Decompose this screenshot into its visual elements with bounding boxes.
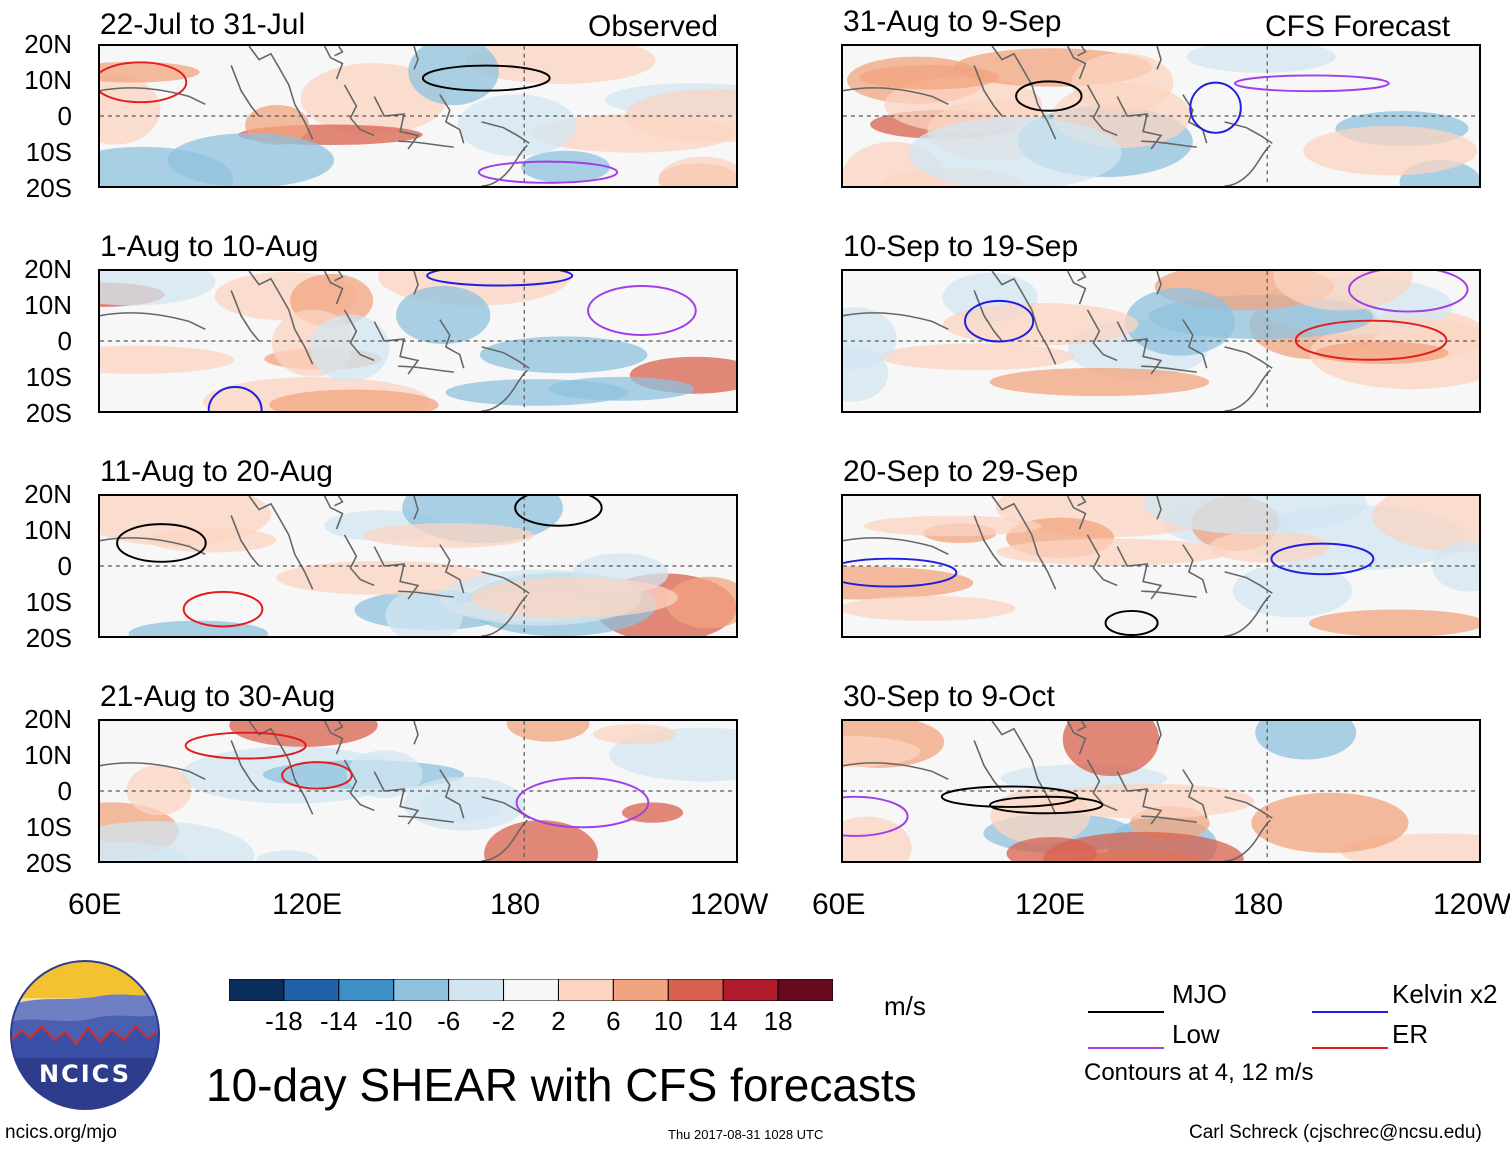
lon-tick-180-right: 180 (1233, 888, 1284, 921)
credit[interactable]: Carl Schreck (cjschrec@ncsu.edu) (1189, 1122, 1482, 1143)
panel-title-obs-3: 11-Aug to 20-Aug (100, 455, 333, 488)
colorbar-bin (722, 978, 779, 1002)
observed-map-4 (98, 719, 738, 863)
colorbar-bin (557, 978, 614, 1002)
panel-title-fc-1: 31-Aug to 9-Sep (843, 5, 1062, 38)
lat-tick-label: 10S (25, 587, 72, 617)
observed-map-2 (98, 269, 738, 413)
lat-tick-label: 0 (57, 551, 72, 581)
lat-tick-label: 10N (24, 740, 72, 770)
colorbar-tick-label: 10 (653, 1006, 683, 1036)
colorbar-bin (228, 978, 285, 1002)
legend-label-er: ER (1392, 1019, 1429, 1049)
colorbar-tick-label: -18 (265, 1006, 303, 1036)
lat-tick-label: 10S (25, 137, 72, 167)
lon-tick-180-left: 180 (490, 888, 541, 921)
colorbar-bin (448, 978, 505, 1002)
observed-label: Observed (588, 10, 719, 43)
panel-title-obs-4: 21-Aug to 30-Aug (100, 680, 336, 713)
lat-tick-label: 10S (25, 362, 72, 392)
shear-field (843, 271, 1479, 411)
colorbar-tick-label: -2 (491, 1006, 516, 1036)
shear-field (100, 271, 736, 411)
forecast-map-4 (841, 719, 1481, 863)
lat-tick-label: 20N (24, 479, 72, 509)
lon-tick-60e-right: 60E (812, 888, 866, 921)
lat-tick-label: 20S (25, 398, 72, 428)
legend-label-mjo: MJO (1172, 979, 1227, 1009)
colorbar-bin (283, 978, 340, 1002)
forecast-label: CFS Forecast (1265, 10, 1451, 43)
lat-tick-label: 0 (57, 326, 72, 356)
logo-text: NCICS (39, 1060, 131, 1088)
lon-tick-120e-right: 120E (1015, 888, 1086, 921)
panel-title-fc-4: 30-Sep to 9-Oct (843, 680, 1055, 713)
forecast-map-2 (841, 269, 1481, 413)
figure-title: 10-day SHEAR with CFS forecasts (206, 1059, 917, 1111)
lat-tick-label: 10N (24, 290, 72, 320)
legend-line-kelvin (1312, 1011, 1388, 1013)
colorbar (228, 978, 834, 1002)
colorbar-bin (777, 978, 834, 1002)
legend-label-kelvin: Kelvin x2 (1392, 979, 1498, 1009)
observed-map-3 (98, 494, 738, 638)
colorbar-bin (393, 978, 450, 1002)
shear-field (100, 721, 736, 861)
lat-tick-label: 20S (25, 173, 72, 203)
lat-tick-label: 20S (25, 623, 72, 653)
shear-field (843, 46, 1479, 186)
units-label: m/s (884, 991, 926, 1021)
colorbar-tick-label: -10 (374, 1006, 413, 1036)
lon-tick-120w-right: 120W (1433, 888, 1510, 921)
colorbar-tick-label: 6 (606, 1006, 621, 1036)
panel-title-obs-1: 22-Jul to 31-Jul (100, 8, 306, 41)
colorbar-bin (503, 978, 559, 1002)
shear-field (100, 46, 736, 186)
lon-tick-60e-left: 60E (68, 888, 122, 921)
panel-title-obs-2: 1-Aug to 10-Aug (100, 230, 319, 263)
legend-line-low (1088, 1047, 1164, 1049)
forecast-map-1 (841, 44, 1481, 188)
legend-line-er (1312, 1047, 1388, 1049)
lon-tick-120e-left: 120E (272, 888, 343, 921)
colorbar-tick-label: 14 (708, 1006, 738, 1036)
panel-title-fc-3: 20-Sep to 29-Sep (843, 455, 1079, 488)
contour-note: Contours at 4, 12 m/s (1084, 1059, 1314, 1086)
colorbar-tick-label: -14 (320, 1006, 358, 1036)
legend-line-mjo (1088, 1011, 1164, 1013)
colorbar-tick-label: 18 (763, 1006, 793, 1036)
colorbar-tick-label: -6 (437, 1006, 461, 1036)
timestamp: Thu 2017-08-31 1028 UTC (668, 1127, 824, 1142)
lat-tick-label: 20N (24, 704, 72, 734)
shear-field (843, 721, 1479, 861)
lon-tick-120w-left: 120W (690, 888, 769, 921)
shear-field (100, 496, 736, 636)
shear-field (843, 496, 1479, 636)
lat-tick-label: 10S (25, 812, 72, 842)
lat-tick-label: 20N (24, 254, 72, 284)
colorbar-bin (338, 978, 395, 1002)
lat-tick-label: 20N (24, 29, 72, 59)
panel-title-fc-2: 10-Sep to 19-Sep (843, 230, 1079, 263)
lat-tick-label: 0 (57, 101, 72, 131)
colorbar-bin (667, 978, 724, 1002)
lat-tick-label: 0 (57, 776, 72, 806)
observed-map-1 (98, 44, 738, 188)
lat-tick-label: 10N (24, 65, 72, 95)
colorbar-bin (612, 978, 669, 1002)
legend-label-low: Low (1172, 1019, 1220, 1049)
source-url[interactable]: ncics.org/mjo (5, 1122, 117, 1143)
lat-tick-label: 10N (24, 515, 72, 545)
colorbar-tick-label: 2 (551, 1006, 566, 1036)
ncics-logo: NCICS (10, 960, 160, 1110)
forecast-map-3 (841, 494, 1481, 638)
lat-tick-label: 20S (25, 848, 72, 878)
